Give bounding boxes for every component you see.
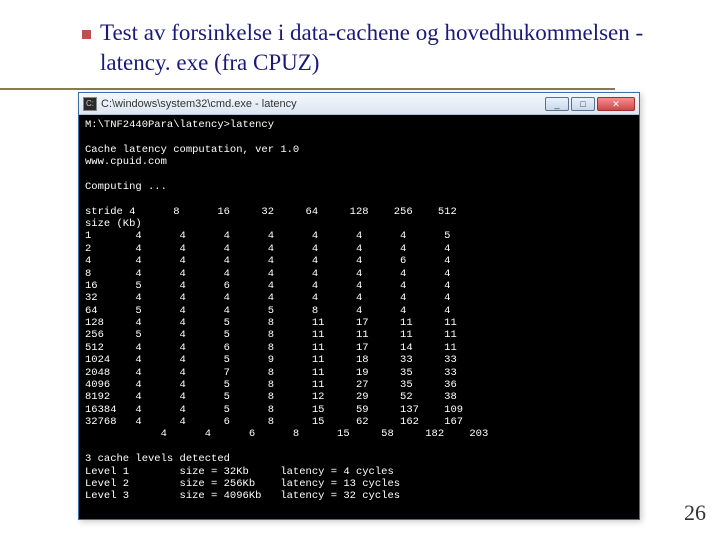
terminal-output: M:\TNF2440Para\latency>latency Cache lat…: [79, 115, 639, 519]
page-number: 26: [684, 500, 706, 526]
window-titlebar[interactable]: C: C:\windows\system32\cmd.exe - latency…: [79, 93, 639, 115]
window-buttons: _ □ ✕: [545, 97, 635, 111]
title-underline: [0, 88, 615, 90]
titlebar-text: C:\windows\system32\cmd.exe - latency: [101, 98, 545, 110]
slide-title-text: Test av forsinkelse i data-cachene og ho…: [100, 20, 643, 75]
cmd-icon: C:: [83, 97, 97, 111]
cmd-window: C: C:\windows\system32\cmd.exe - latency…: [78, 92, 640, 520]
accent-square: [82, 30, 91, 39]
maximize-button[interactable]: □: [571, 97, 595, 111]
minimize-button[interactable]: _: [545, 97, 569, 111]
slide-title: Test av forsinkelse i data-cachene og ho…: [0, 0, 720, 86]
close-button[interactable]: ✕: [597, 97, 635, 111]
